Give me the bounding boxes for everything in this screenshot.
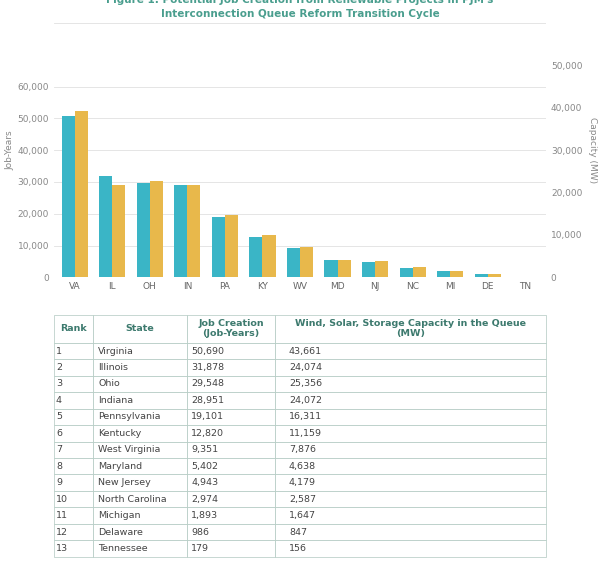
Bar xyxy=(287,247,300,277)
Bar xyxy=(437,272,450,277)
Bar xyxy=(150,181,163,277)
Bar xyxy=(112,185,125,277)
Bar xyxy=(99,176,112,277)
Bar xyxy=(475,274,488,277)
Bar xyxy=(338,259,351,277)
Y-axis label: Job-Years: Job-Years xyxy=(6,130,15,170)
Y-axis label: Capacity (MW): Capacity (MW) xyxy=(588,117,597,183)
Title: Figure 1: Potential Job Creation from Renewable Projects in PJM's
Interconnectio: Figure 1: Potential Job Creation from Re… xyxy=(106,0,494,20)
Bar xyxy=(225,215,238,277)
Bar xyxy=(300,247,313,277)
Bar xyxy=(488,274,501,277)
Bar xyxy=(400,268,413,277)
Bar xyxy=(413,267,426,277)
Bar xyxy=(375,261,388,277)
Bar xyxy=(450,271,463,277)
Bar xyxy=(74,111,88,277)
Bar xyxy=(62,116,74,277)
Bar xyxy=(174,185,187,277)
Bar xyxy=(362,262,375,277)
Bar xyxy=(137,183,150,277)
Bar xyxy=(262,235,275,277)
Bar xyxy=(212,216,225,277)
Bar xyxy=(325,260,338,277)
Bar xyxy=(249,236,262,277)
Bar xyxy=(187,185,200,277)
